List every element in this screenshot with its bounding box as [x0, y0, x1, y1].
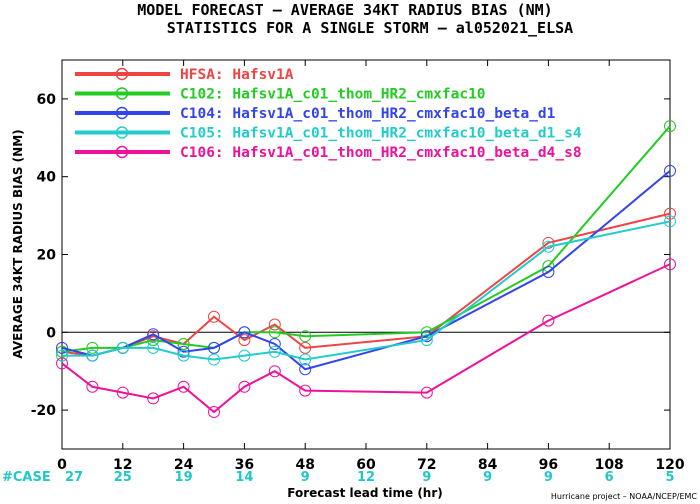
- y-tick-label: -20: [31, 403, 57, 419]
- data-point: [299, 353, 312, 366]
- data-point: [542, 236, 555, 249]
- legend: HFSA: Hafsv1A C102: Hafsv1A_c01_thom_HR2_…: [75, 67, 582, 161]
- case-counts: 27 25 19 14 9 12 9 9 9 6 5: [65, 470, 675, 485]
- data-point: [268, 365, 281, 378]
- x-tick-label: 96: [539, 457, 558, 473]
- case-count: 9: [422, 470, 431, 485]
- x-tick-label: 60: [356, 457, 376, 473]
- case-count: 6: [605, 470, 614, 485]
- data-point: [177, 380, 190, 393]
- data-point: [299, 384, 312, 397]
- data-point: [177, 345, 190, 358]
- data-point: [56, 345, 68, 358]
- series-5: [56, 258, 676, 419]
- data-point: [86, 341, 99, 354]
- data-point: [542, 266, 555, 279]
- case-count: 9: [301, 470, 310, 485]
- data-point: [238, 349, 251, 362]
- legend-marker: [115, 145, 129, 159]
- series-line: [62, 220, 671, 361]
- legend-label: C105: Hafsv1A_c01_thom_HR2_cmxfac10_beta…: [180, 126, 582, 142]
- case-count: 25: [114, 470, 132, 485]
- x-tick-label: 12: [113, 457, 132, 473]
- data-point: [268, 337, 281, 350]
- legend-marker: [115, 126, 129, 139]
- y-tick-label: 40: [37, 170, 57, 186]
- case-count: 9: [544, 470, 553, 485]
- x-tick-label: 108: [595, 457, 624, 473]
- x-tick-label: 36: [235, 457, 254, 473]
- legend-label: HFSA: Hafsv1A: [180, 67, 294, 83]
- y-tick-label: 60: [37, 92, 57, 108]
- data-point: [542, 240, 555, 253]
- series-line: [61, 263, 671, 414]
- legend-marker: [115, 67, 129, 81]
- data-point: [664, 207, 676, 220]
- data-point: [664, 258, 676, 271]
- case-count: 12: [357, 470, 375, 485]
- data-point: [420, 334, 433, 347]
- x-tick-label: 0: [57, 457, 67, 473]
- data-point: [299, 341, 312, 354]
- x-axis-label: Forecast lead time (hr): [287, 486, 443, 500]
- data-point: [116, 386, 129, 399]
- data-point: [268, 345, 281, 358]
- x-tick-label: 24: [174, 457, 194, 473]
- data-point: [299, 363, 312, 376]
- case-label: #CASE: [2, 470, 51, 485]
- data-point: [56, 349, 68, 362]
- case-count: 27: [65, 470, 83, 485]
- data-point: [268, 326, 281, 339]
- data-point: [116, 341, 129, 354]
- y-tick-label: 20: [37, 248, 57, 264]
- data-point: [208, 406, 220, 419]
- data-point: [238, 334, 251, 347]
- data-point: [86, 349, 99, 362]
- legend-label: C104: Hafsv1A_c01_thom_HR2_cmxfac10_beta…: [180, 106, 556, 122]
- data-point: [147, 328, 160, 341]
- legend-marker: [115, 106, 129, 120]
- data-point: [86, 380, 99, 393]
- case-count: 9: [483, 470, 492, 485]
- legend-label: C106: Hafsv1A_c01_thom_HR2_cmxfac10_beta…: [180, 145, 582, 161]
- y-tick-label: 0: [46, 325, 56, 341]
- data-point: [420, 386, 433, 399]
- chart-subtitle: STATISTICS FOR A SINGLE STORM – al052021…: [167, 19, 573, 37]
- data-point: [56, 341, 68, 354]
- data-point: [177, 337, 190, 350]
- chart-title: MODEL FORECAST – AVERAGE 34KT RADIUS BIA…: [137, 1, 552, 19]
- data-point: [268, 318, 281, 331]
- case-count: 14: [235, 470, 253, 485]
- data-point: [147, 341, 160, 354]
- data-point: [664, 215, 676, 228]
- y-axis-label: AVERAGE 34KT RADIUS BIAS (NM): [11, 129, 25, 358]
- legend-label: C102: Hafsv1A_c01_thom_HR2_cmxfac10: [180, 87, 486, 103]
- case-count: 19: [175, 470, 193, 485]
- data-point: [147, 392, 160, 405]
- legend-marker: [115, 87, 129, 100]
- data-point: [177, 349, 190, 362]
- x-tick-label: 120: [655, 457, 684, 473]
- data-point: [664, 164, 676, 177]
- axes: 0 12 24 36 48 60 72 84 96 108 120 -20 0 20 40 60: [31, 59, 685, 473]
- credit-text: Hurricane project – NOAA/NCEP/EMC: [551, 492, 698, 501]
- x-tick-label: 84: [478, 457, 498, 473]
- x-tick-label: 72: [417, 457, 436, 473]
- data-point: [208, 353, 220, 366]
- data-point: [299, 330, 312, 343]
- x-tick-label: 48: [295, 457, 314, 473]
- data-point: [208, 310, 220, 323]
- data-point: [664, 120, 676, 133]
- data-point: [238, 380, 251, 393]
- series-layer: [56, 120, 676, 419]
- series-4: [56, 215, 676, 366]
- data-point: [238, 326, 251, 339]
- case-count: 5: [665, 470, 674, 485]
- data-point: [542, 314, 555, 327]
- data-point: [208, 341, 220, 354]
- data-point: [56, 357, 68, 370]
